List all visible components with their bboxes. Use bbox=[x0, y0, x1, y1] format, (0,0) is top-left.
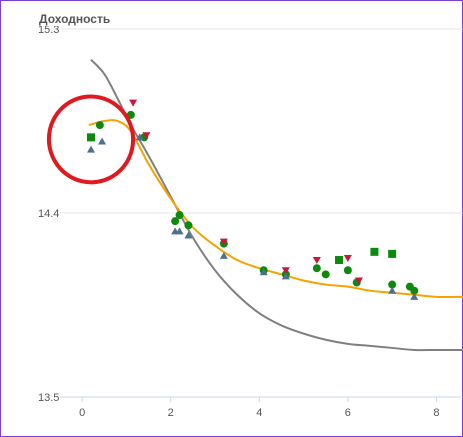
triangle-up-point bbox=[281, 272, 290, 280]
circle-point bbox=[175, 211, 184, 220]
circle-point bbox=[312, 264, 321, 273]
x-tick-label: 0 bbox=[79, 407, 85, 419]
circle-point bbox=[184, 221, 193, 230]
y-tick-label: 14.4 bbox=[38, 208, 59, 220]
chart-title: Доходность bbox=[39, 12, 113, 26]
triangle-down-point bbox=[312, 257, 321, 265]
triangle-up-point bbox=[175, 227, 184, 235]
x-tick-label: 6 bbox=[345, 407, 351, 419]
triangle-up-point bbox=[388, 286, 397, 294]
circle-point bbox=[388, 280, 397, 289]
circle-point bbox=[410, 286, 419, 295]
y-tick-label: 13.5 bbox=[38, 392, 59, 404]
x-tick-label: 2 bbox=[168, 407, 174, 419]
square-point bbox=[87, 133, 95, 142]
y-tick-label: 15.3 bbox=[38, 24, 59, 36]
triangle-up-point bbox=[410, 292, 419, 300]
triangle-down-point bbox=[129, 99, 138, 107]
triangle-down-point bbox=[281, 267, 290, 275]
triangle-down-point bbox=[142, 132, 151, 140]
square-point bbox=[335, 256, 343, 265]
triangle-down-point bbox=[219, 238, 228, 246]
circle-point bbox=[171, 217, 180, 226]
series-line-gray-curve bbox=[90, 58, 463, 352]
triangle-down-point bbox=[354, 277, 363, 285]
triangle-up-point bbox=[184, 231, 193, 239]
triangle-up-point bbox=[135, 133, 144, 141]
triangle-down-point bbox=[343, 254, 352, 262]
circle-point bbox=[343, 266, 352, 275]
highlight-ring bbox=[46, 94, 136, 185]
triangle-up-point bbox=[219, 251, 228, 259]
x-tick-label: 4 bbox=[256, 407, 262, 419]
triangle-up-point bbox=[87, 145, 95, 153]
triangle-up-point bbox=[259, 268, 268, 276]
circle-point bbox=[95, 121, 104, 130]
square-point bbox=[388, 249, 397, 258]
square-point bbox=[370, 247, 379, 256]
x-tick-label: 8 bbox=[433, 407, 439, 419]
series-line-orange-curve bbox=[88, 119, 463, 298]
triangle-up-point bbox=[98, 137, 107, 145]
circle-point bbox=[321, 270, 330, 279]
